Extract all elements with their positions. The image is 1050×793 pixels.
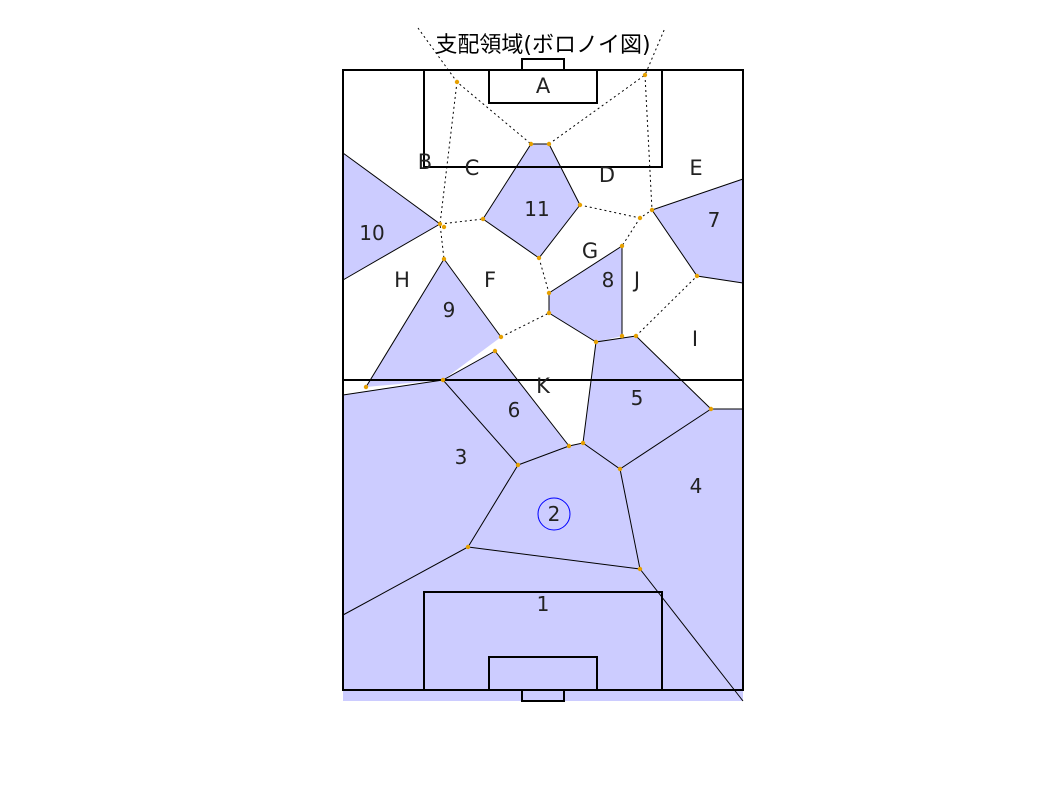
team-regions [343, 144, 743, 701]
player-labels: 1 2 3 4 5 6 7 8 9 10 11 [359, 197, 720, 616]
soccer-field [342, 58, 744, 702]
voronoi-vertices [363, 72, 714, 572]
player-label-11: 11 [524, 197, 549, 221]
region-8 [549, 246, 622, 342]
region-11 [483, 144, 580, 258]
region-1 [343, 547, 743, 701]
player-label-8: 8 [602, 268, 615, 292]
opponent-label-h: H [394, 268, 410, 292]
player-label-6: 6 [508, 398, 521, 422]
player-label-9: 9 [443, 298, 456, 322]
player-2-highlight-circle [537, 497, 571, 531]
region-3 [343, 380, 518, 615]
top-goal [521, 58, 565, 71]
player-label-7: 7 [708, 208, 721, 232]
region-7 [652, 179, 743, 283]
player-label-3: 3 [455, 445, 468, 469]
player-label-2: 2 [548, 502, 561, 526]
opponent-labels: A B C D E F G H I J K [394, 74, 703, 398]
opponent-label-f: F [484, 268, 496, 292]
opponent-label-c: C [465, 156, 480, 180]
opponent-label-a: A [536, 74, 551, 98]
region-5 [583, 336, 711, 469]
bottom-goal [521, 689, 565, 702]
player-label-4: 4 [690, 474, 703, 498]
opponent-label-e: E [689, 156, 702, 180]
region-4 [620, 409, 743, 701]
opponent-label-j: J [632, 268, 640, 292]
diagram-title: 支配領域(ボロノイ図) [435, 33, 650, 58]
region-2 [468, 443, 640, 569]
opponent-label-d: D [599, 163, 615, 187]
player-label-10: 10 [359, 221, 384, 245]
player-label-5: 5 [631, 386, 644, 410]
player-label-1: 1 [537, 592, 550, 616]
opponent-label-g: G [582, 239, 598, 263]
region-10 [343, 153, 440, 280]
opponent-label-b: B [418, 150, 432, 174]
opponent-label-k: K [536, 374, 551, 398]
opponent-label-i: I [692, 327, 698, 351]
